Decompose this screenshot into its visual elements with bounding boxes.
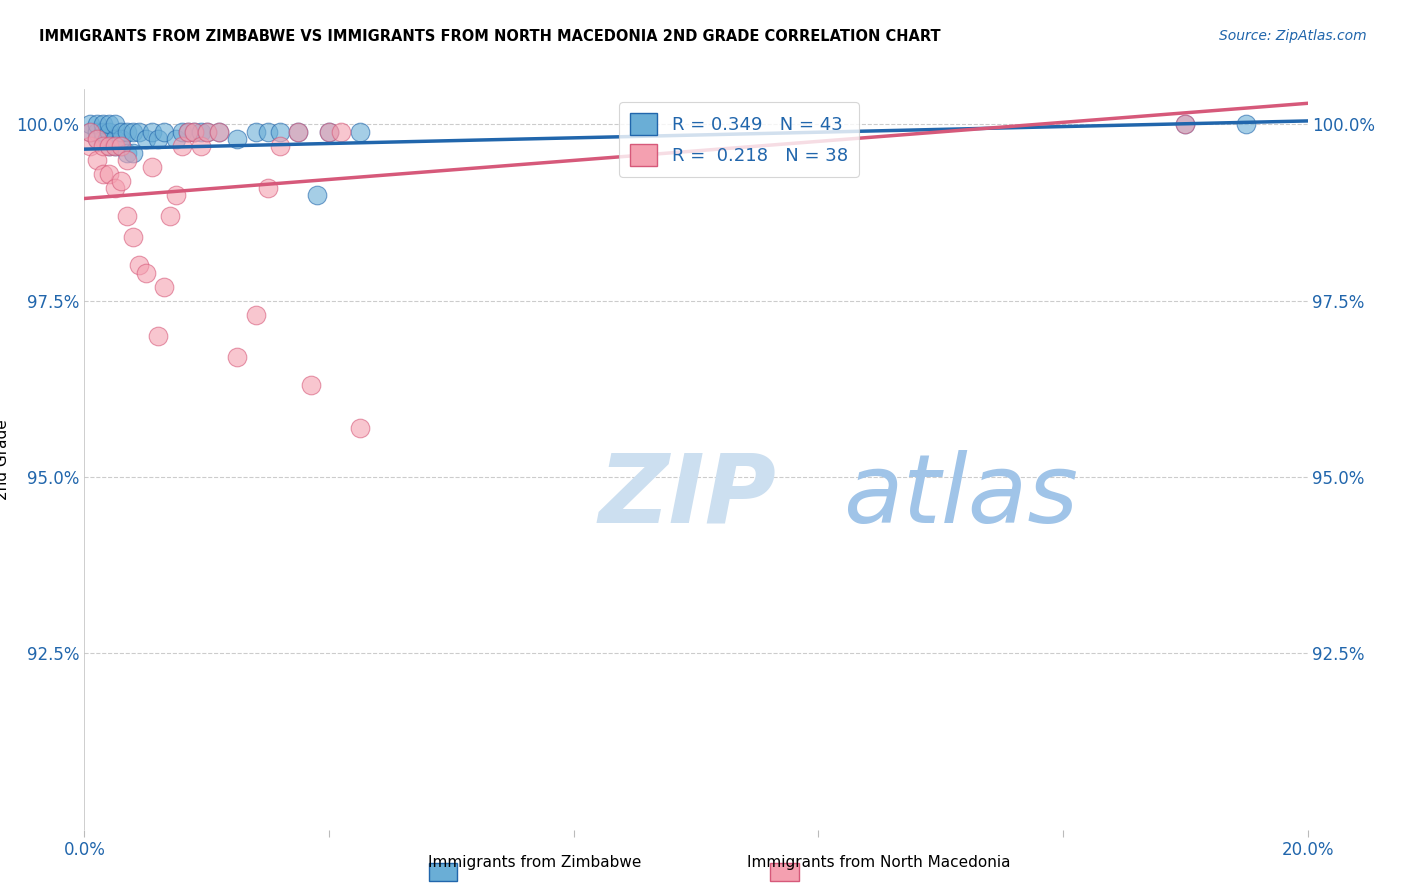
Text: Immigrants from Zimbabwe: Immigrants from Zimbabwe [427, 855, 641, 870]
Point [128, 259, 150, 273]
Point [115, 153, 138, 167]
Point [208, 124, 231, 138]
Point [165, 188, 187, 202]
Point [146, 131, 169, 145]
Point [110, 124, 132, 138]
Point [79, 124, 101, 138]
Point [245, 308, 267, 322]
Point [190, 124, 212, 138]
Point [141, 160, 163, 174]
Point [287, 124, 309, 138]
Point [110, 174, 132, 188]
Point [269, 138, 291, 153]
Point [97, 124, 120, 138]
Point [122, 145, 145, 160]
Point [104, 118, 127, 132]
Text: atlas: atlas [842, 450, 1078, 543]
Point [172, 138, 194, 153]
Point [104, 181, 127, 195]
Point [104, 138, 127, 153]
Point [110, 138, 132, 153]
Point [245, 124, 267, 138]
Point [104, 138, 127, 153]
Point [91, 118, 114, 132]
Point [257, 181, 280, 195]
Point [318, 124, 340, 138]
Point [153, 124, 176, 138]
Point [91, 124, 114, 138]
Point [122, 230, 145, 244]
Point [97, 118, 120, 132]
Legend: R = 0.349   N = 43, R =  0.218   N = 38: R = 0.349 N = 43, R = 0.218 N = 38 [620, 102, 859, 177]
Point [146, 329, 169, 343]
Point [91, 138, 114, 153]
Point [1174, 118, 1197, 132]
Point [122, 124, 145, 138]
Point [110, 131, 132, 145]
Point [318, 124, 340, 138]
Point [159, 209, 181, 223]
Point [86, 118, 108, 132]
Point [208, 124, 231, 138]
Text: Immigrants from North Macedonia: Immigrants from North Macedonia [747, 855, 1011, 870]
Point [153, 279, 176, 293]
Point [195, 124, 218, 138]
Point [183, 124, 205, 138]
Point [349, 124, 371, 138]
Point [330, 124, 353, 138]
Point [86, 131, 108, 145]
Point [183, 124, 205, 138]
Point [91, 131, 114, 145]
Point [86, 124, 108, 138]
Point [104, 131, 127, 145]
Point [115, 145, 138, 160]
Point [287, 124, 309, 138]
Point [115, 124, 138, 138]
Point [86, 131, 108, 145]
Point [226, 350, 249, 364]
Point [1236, 118, 1258, 132]
Point [97, 138, 120, 153]
Point [226, 131, 249, 145]
Point [1174, 118, 1197, 132]
Point [172, 124, 194, 138]
Point [79, 118, 101, 132]
Point [135, 131, 157, 145]
Point [97, 167, 120, 181]
Point [305, 188, 328, 202]
Point [141, 124, 163, 138]
Point [177, 124, 200, 138]
Point [269, 124, 291, 138]
Point [177, 124, 200, 138]
Point [349, 420, 371, 434]
Y-axis label: 2nd Grade: 2nd Grade [0, 419, 10, 500]
Point [97, 138, 120, 153]
Text: ZIP: ZIP [598, 450, 776, 543]
Text: Source: ZipAtlas.com: Source: ZipAtlas.com [1219, 29, 1367, 44]
Point [195, 124, 218, 138]
Point [190, 138, 212, 153]
Text: IMMIGRANTS FROM ZIMBABWE VS IMMIGRANTS FROM NORTH MACEDONIA 2ND GRADE CORRELATIO: IMMIGRANTS FROM ZIMBABWE VS IMMIGRANTS F… [39, 29, 941, 45]
Point [79, 124, 101, 138]
Point [86, 153, 108, 167]
Point [257, 124, 280, 138]
Point [110, 138, 132, 153]
Point [299, 378, 322, 392]
Point [128, 124, 150, 138]
Point [79, 138, 101, 153]
Point [165, 131, 187, 145]
Point [115, 209, 138, 223]
Point [91, 167, 114, 181]
Point [135, 266, 157, 280]
